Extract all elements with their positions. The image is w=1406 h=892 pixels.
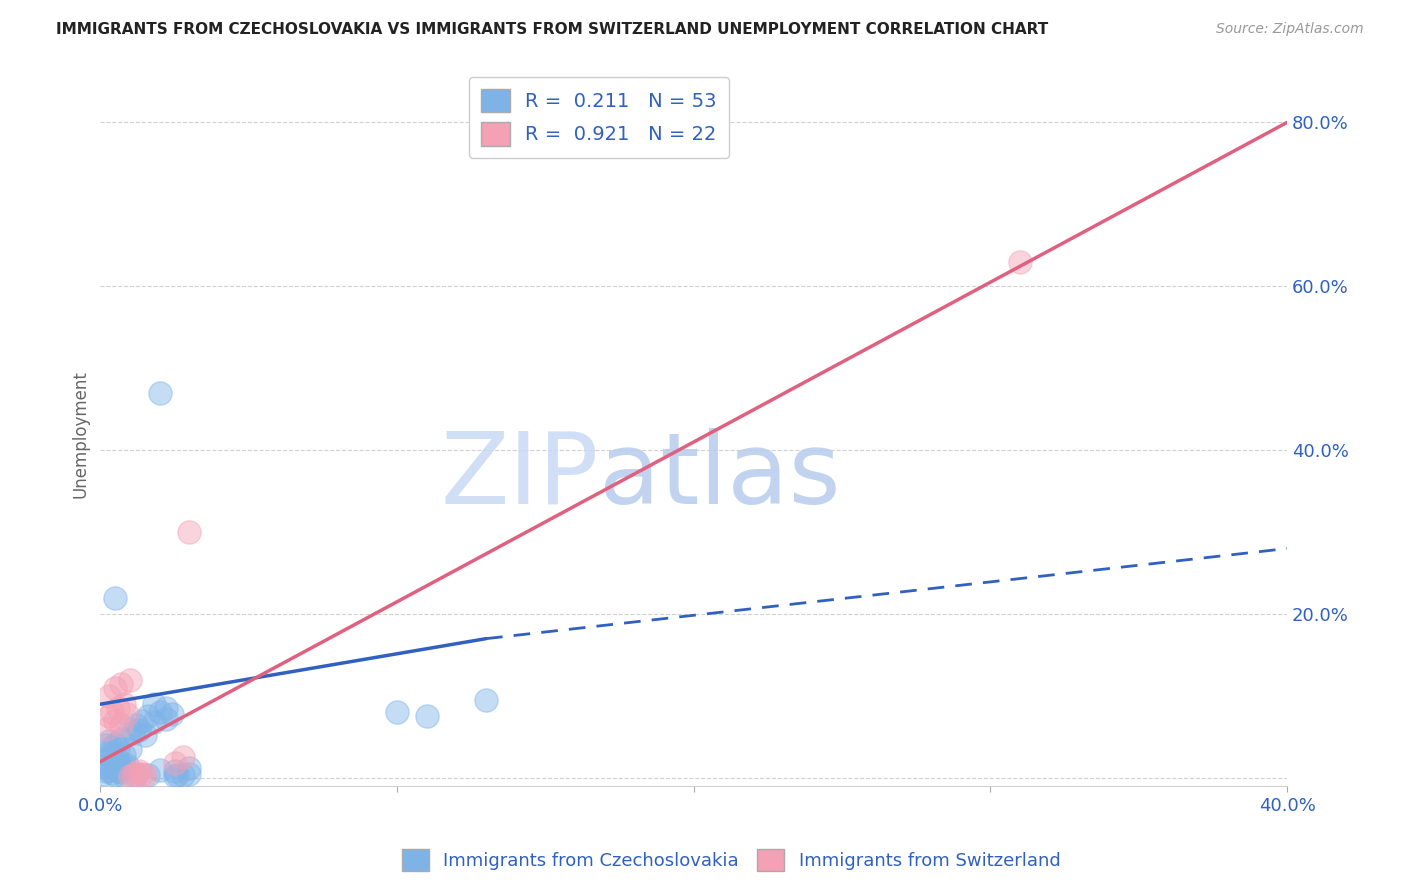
Point bbox=[96, 764, 118, 779]
Point bbox=[101, 747, 124, 761]
Point bbox=[155, 701, 177, 715]
Point bbox=[163, 764, 186, 779]
Point bbox=[101, 766, 124, 780]
Point bbox=[104, 737, 127, 751]
Point bbox=[134, 768, 156, 782]
Point bbox=[96, 738, 118, 752]
Point bbox=[118, 742, 141, 756]
Point bbox=[110, 731, 132, 746]
Point bbox=[107, 753, 129, 767]
Y-axis label: Unemployment: Unemployment bbox=[72, 370, 89, 498]
Point bbox=[104, 768, 127, 782]
Point bbox=[115, 757, 138, 772]
Point bbox=[142, 715, 165, 730]
Point bbox=[110, 761, 132, 775]
Text: ZIP: ZIP bbox=[440, 427, 599, 524]
Point bbox=[104, 761, 127, 775]
Point bbox=[163, 756, 186, 771]
Legend: R =  0.211   N = 53, R =  0.921   N = 22: R = 0.211 N = 53, R = 0.921 N = 22 bbox=[470, 77, 728, 158]
Point bbox=[163, 769, 186, 783]
Point bbox=[415, 709, 437, 723]
Point bbox=[149, 763, 172, 777]
Point bbox=[112, 769, 135, 783]
Point bbox=[125, 767, 148, 781]
Point bbox=[96, 722, 118, 736]
Point bbox=[122, 767, 145, 781]
Point bbox=[149, 706, 172, 720]
Text: Source: ZipAtlas.com: Source: ZipAtlas.com bbox=[1216, 22, 1364, 37]
Point bbox=[134, 728, 156, 742]
Point bbox=[118, 673, 141, 687]
Point bbox=[155, 712, 177, 726]
Point bbox=[125, 766, 148, 780]
Point bbox=[110, 717, 132, 731]
Text: IMMIGRANTS FROM CZECHOSLOVAKIA VS IMMIGRANTS FROM SWITZERLAND UNEMPLOYMENT CORRE: IMMIGRANTS FROM CZECHOSLOVAKIA VS IMMIGR… bbox=[56, 22, 1049, 37]
Point bbox=[149, 385, 172, 400]
Point bbox=[96, 758, 118, 772]
Point bbox=[118, 769, 141, 783]
Point bbox=[166, 767, 188, 781]
Point bbox=[91, 755, 114, 769]
Point bbox=[98, 750, 121, 764]
Point bbox=[125, 717, 148, 731]
Point bbox=[101, 739, 124, 754]
Point bbox=[142, 697, 165, 711]
Point bbox=[118, 722, 141, 736]
Point bbox=[110, 765, 132, 780]
Point bbox=[128, 764, 150, 779]
Point bbox=[104, 591, 127, 605]
Point bbox=[107, 741, 129, 756]
Point bbox=[131, 767, 153, 781]
Point bbox=[104, 756, 127, 771]
Point bbox=[107, 764, 129, 778]
Text: atlas: atlas bbox=[599, 427, 841, 524]
Point bbox=[385, 706, 408, 720]
Point bbox=[1010, 254, 1032, 268]
Point bbox=[160, 706, 183, 721]
Point bbox=[98, 734, 121, 748]
Point bbox=[112, 747, 135, 762]
Point bbox=[122, 726, 145, 740]
Point bbox=[98, 689, 121, 703]
Point bbox=[98, 763, 121, 777]
Point bbox=[104, 681, 127, 695]
Point bbox=[179, 761, 201, 775]
Point bbox=[475, 693, 498, 707]
Point bbox=[179, 767, 201, 781]
Point bbox=[172, 750, 194, 764]
Point bbox=[136, 768, 159, 782]
Point bbox=[112, 697, 135, 711]
Point bbox=[136, 709, 159, 723]
Point bbox=[179, 525, 201, 540]
Point bbox=[91, 767, 114, 781]
Point bbox=[107, 701, 129, 715]
Point bbox=[110, 676, 132, 690]
Point bbox=[131, 714, 153, 728]
Point bbox=[98, 709, 121, 723]
Point bbox=[115, 706, 138, 721]
Legend: Immigrants from Czechoslovakia, Immigrants from Switzerland: Immigrants from Czechoslovakia, Immigran… bbox=[395, 842, 1067, 879]
Point bbox=[104, 714, 127, 728]
Point bbox=[101, 706, 124, 720]
Point bbox=[112, 759, 135, 773]
Point bbox=[172, 768, 194, 782]
Point bbox=[128, 723, 150, 738]
